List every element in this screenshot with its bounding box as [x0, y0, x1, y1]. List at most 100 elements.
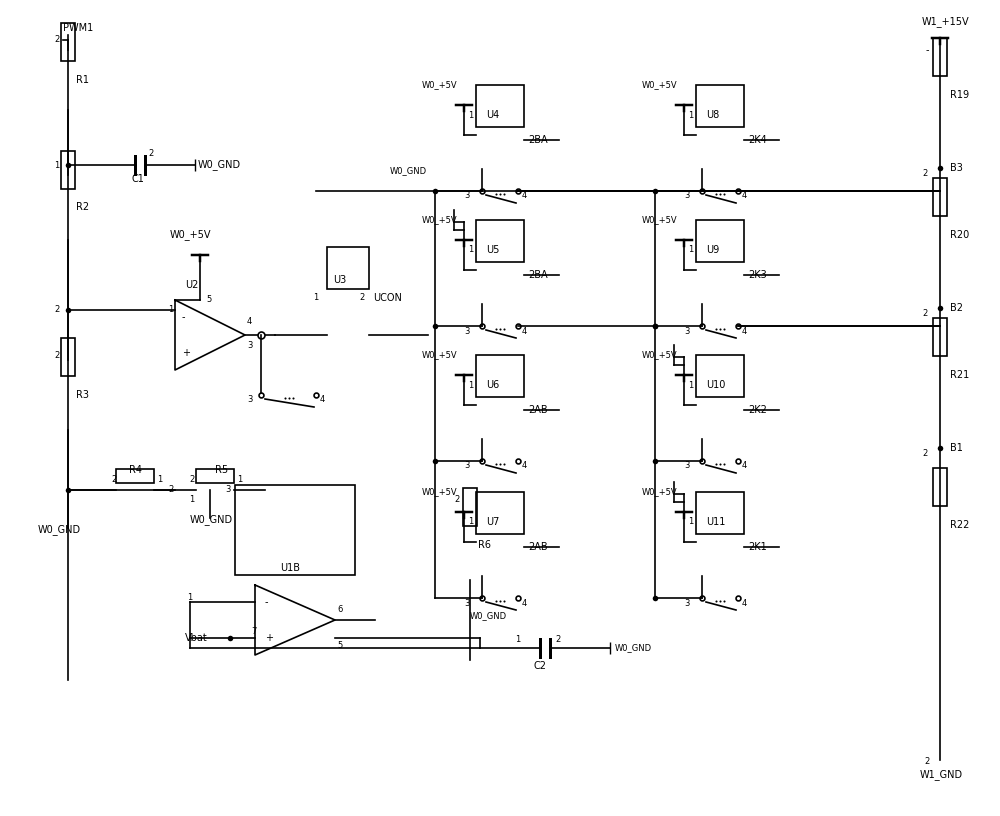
Text: B3: B3 — [950, 163, 963, 173]
Text: 1: 1 — [468, 517, 473, 526]
Text: 3: 3 — [464, 598, 469, 607]
Text: 6: 6 — [337, 605, 342, 614]
Text: U11: U11 — [706, 517, 725, 527]
Text: 1: 1 — [688, 517, 693, 526]
Text: W0_+5V: W0_+5V — [422, 81, 458, 90]
Text: 4: 4 — [522, 326, 527, 335]
Text: 4: 4 — [522, 598, 527, 607]
Text: 3: 3 — [247, 340, 252, 349]
Text: 5: 5 — [206, 295, 211, 304]
Text: R5: R5 — [215, 465, 228, 475]
Text: C2: C2 — [533, 661, 546, 671]
Bar — [933, 468, 947, 506]
Bar — [696, 220, 744, 262]
Text: 1: 1 — [157, 476, 162, 485]
Text: 4: 4 — [320, 396, 325, 405]
Text: 3: 3 — [464, 192, 469, 201]
Text: UCON: UCON — [373, 293, 402, 303]
Text: U4: U4 — [486, 110, 499, 120]
Text: 2: 2 — [454, 495, 459, 504]
Text: 1: 1 — [515, 636, 520, 645]
Bar — [327, 247, 369, 289]
Text: 1: 1 — [688, 246, 693, 255]
Text: 2K3: 2K3 — [748, 270, 767, 280]
Bar — [463, 488, 477, 526]
Text: +: + — [265, 633, 273, 643]
Text: W0_GND: W0_GND — [190, 515, 233, 526]
Text: U5: U5 — [486, 245, 499, 255]
Text: W0_+5V: W0_+5V — [170, 229, 212, 241]
Text: 2K2: 2K2 — [748, 405, 767, 415]
Text: 4: 4 — [742, 326, 747, 335]
Text: W0_+5V: W0_+5V — [642, 81, 678, 90]
Text: W1_+15V: W1_+15V — [922, 16, 970, 28]
Text: W0_GND: W0_GND — [198, 160, 241, 171]
Text: 3: 3 — [247, 396, 252, 405]
Text: 3: 3 — [684, 192, 689, 201]
Text: B2: B2 — [950, 303, 963, 313]
Text: R19: R19 — [950, 90, 969, 100]
Text: W0_+5V: W0_+5V — [642, 351, 678, 360]
Text: 3: 3 — [464, 462, 469, 471]
Text: 1: 1 — [468, 380, 473, 389]
Text: U1B: U1B — [280, 563, 300, 573]
Text: 2K1: 2K1 — [748, 542, 767, 552]
Text: U2: U2 — [185, 280, 198, 290]
Text: 4: 4 — [742, 192, 747, 201]
Text: 1: 1 — [237, 476, 242, 485]
Text: W0_+5V: W0_+5V — [422, 351, 458, 360]
Bar — [235, 485, 355, 575]
Text: U6: U6 — [486, 380, 499, 390]
Text: 3: 3 — [225, 486, 230, 494]
Text: 2: 2 — [54, 305, 59, 314]
Text: 5: 5 — [337, 641, 342, 650]
Text: 4: 4 — [522, 462, 527, 471]
Text: Vbat: Vbat — [185, 633, 208, 643]
Text: W0_+5V: W0_+5V — [642, 215, 678, 224]
Text: 2AB: 2AB — [528, 405, 548, 415]
Bar — [696, 85, 744, 127]
Text: W0_GND: W0_GND — [38, 525, 81, 535]
Text: 7: 7 — [251, 628, 256, 636]
Text: C1: C1 — [132, 174, 145, 184]
Text: R6: R6 — [478, 540, 491, 550]
Text: R4: R4 — [128, 465, 142, 475]
Text: W0_+5V: W0_+5V — [642, 487, 678, 496]
Text: PWM1: PWM1 — [63, 23, 93, 33]
Bar — [61, 150, 75, 188]
Text: -: - — [265, 597, 268, 607]
Text: U8: U8 — [706, 110, 719, 120]
Text: 3: 3 — [464, 326, 469, 335]
Text: 1: 1 — [688, 110, 693, 119]
Text: R22: R22 — [950, 520, 969, 530]
Text: R1: R1 — [76, 75, 89, 85]
Text: 2BA: 2BA — [528, 270, 548, 280]
Bar — [933, 318, 947, 356]
Text: 4: 4 — [247, 317, 252, 326]
Text: 1: 1 — [187, 593, 192, 602]
Bar — [933, 178, 947, 216]
Text: 2: 2 — [148, 149, 153, 157]
Text: 1: 1 — [313, 294, 318, 303]
Text: R21: R21 — [950, 370, 969, 380]
Bar — [116, 469, 154, 483]
Text: 4: 4 — [742, 462, 747, 471]
Text: 2: 2 — [924, 757, 929, 766]
Text: 2: 2 — [189, 476, 194, 485]
Text: 2AB: 2AB — [528, 542, 548, 552]
Text: 3: 3 — [684, 326, 689, 335]
Bar — [696, 355, 744, 397]
Text: R20: R20 — [950, 230, 969, 240]
Text: 2: 2 — [111, 476, 116, 485]
Text: +: + — [182, 348, 190, 358]
Text: 2: 2 — [168, 486, 173, 494]
Text: 2: 2 — [555, 636, 560, 645]
Text: W0_GND: W0_GND — [390, 166, 427, 175]
Text: 1: 1 — [168, 305, 173, 314]
Text: 4: 4 — [522, 192, 527, 201]
Bar — [196, 469, 234, 483]
Text: -: - — [182, 312, 186, 322]
Text: R2: R2 — [76, 202, 89, 212]
Text: 1: 1 — [189, 495, 194, 504]
Text: 2: 2 — [54, 351, 59, 360]
